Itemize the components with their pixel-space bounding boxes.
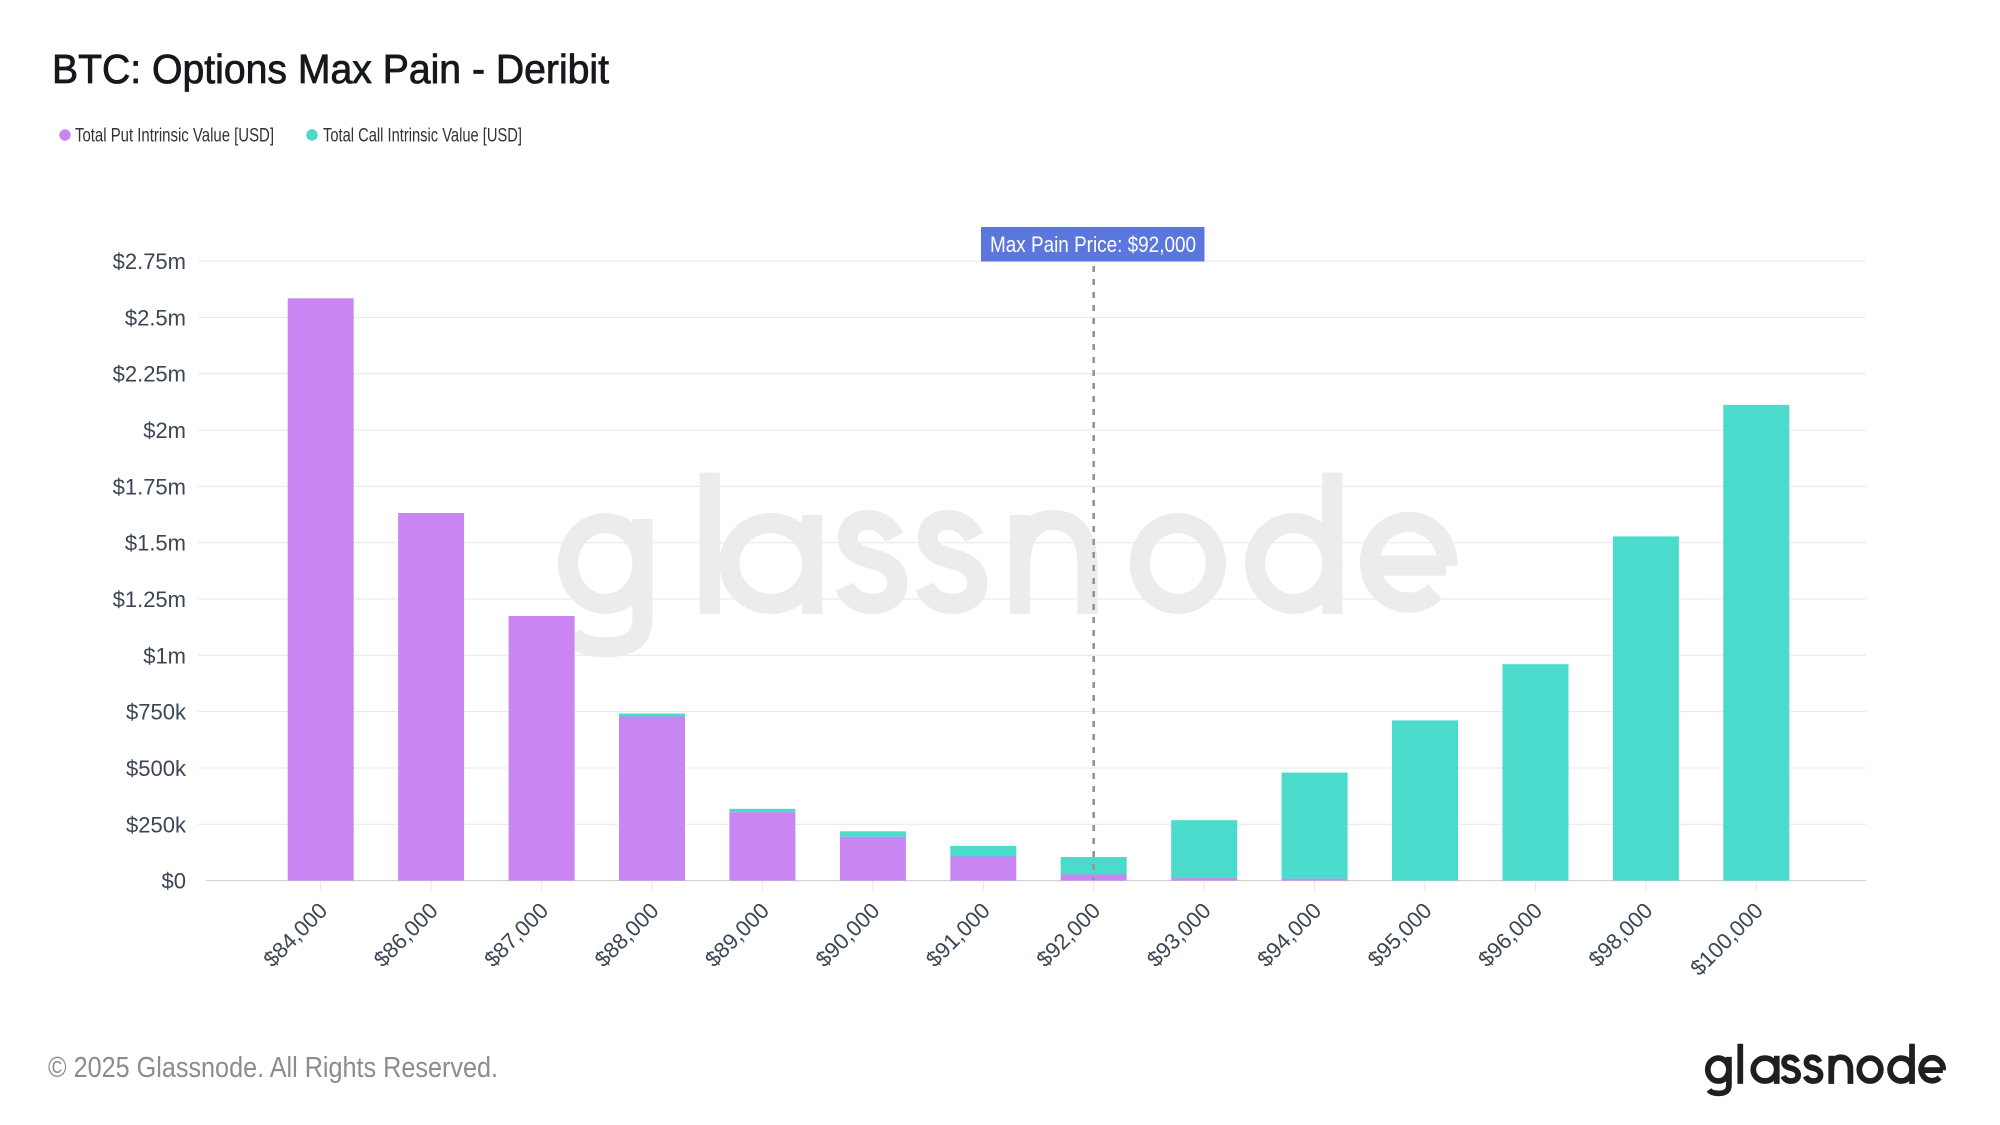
svg-text:$92,000: $92,000 xyxy=(1031,898,1105,972)
svg-text:$95,000: $95,000 xyxy=(1363,898,1437,972)
svg-text:$1.5m: $1.5m xyxy=(125,531,186,556)
svg-text:$2.5m: $2.5m xyxy=(125,305,186,330)
svg-text:$86,000: $86,000 xyxy=(369,898,443,972)
svg-text:Total Put Intrinsic Value [USD: Total Put Intrinsic Value [USD] xyxy=(75,126,274,147)
svg-text:$2.25m: $2.25m xyxy=(113,362,186,387)
svg-text:$89,000: $89,000 xyxy=(700,898,774,972)
svg-text:$1.25m: $1.25m xyxy=(113,587,186,612)
svg-text:$87,000: $87,000 xyxy=(479,898,553,972)
svg-text:$96,000: $96,000 xyxy=(1473,898,1547,972)
svg-text:$94,000: $94,000 xyxy=(1252,898,1326,972)
svg-text:$2.75m: $2.75m xyxy=(113,249,186,274)
svg-text:$100,000: $100,000 xyxy=(1685,898,1768,981)
svg-text:$1m: $1m xyxy=(143,643,186,668)
svg-text:$88,000: $88,000 xyxy=(590,898,664,972)
svg-text:$1.75m: $1.75m xyxy=(113,474,186,499)
svg-text:$93,000: $93,000 xyxy=(1142,898,1216,972)
svg-text:$2m: $2m xyxy=(143,418,186,443)
svg-text:$84,000: $84,000 xyxy=(258,898,332,972)
svg-text:$98,000: $98,000 xyxy=(1584,898,1658,972)
svg-text:BTC: Options Max Pain - Deribi: BTC: Options Max Pain - Deribit xyxy=(52,46,610,92)
svg-text:Total Call Intrinsic Value [US: Total Call Intrinsic Value [USD] xyxy=(323,126,522,147)
svg-text:$500k: $500k xyxy=(126,756,187,781)
svg-text:© 2025 Glassnode. All Rights R: © 2025 Glassnode. All Rights Reserved. xyxy=(48,1052,498,1084)
svg-text:$0: $0 xyxy=(162,869,186,894)
svg-text:$90,000: $90,000 xyxy=(811,898,885,972)
svg-text:$750k: $750k xyxy=(126,700,187,725)
svg-text:Max Pain Price: $92,000: Max Pain Price: $92,000 xyxy=(990,232,1196,257)
svg-text:$250k: $250k xyxy=(126,812,187,837)
svg-text:$91,000: $91,000 xyxy=(921,898,995,972)
